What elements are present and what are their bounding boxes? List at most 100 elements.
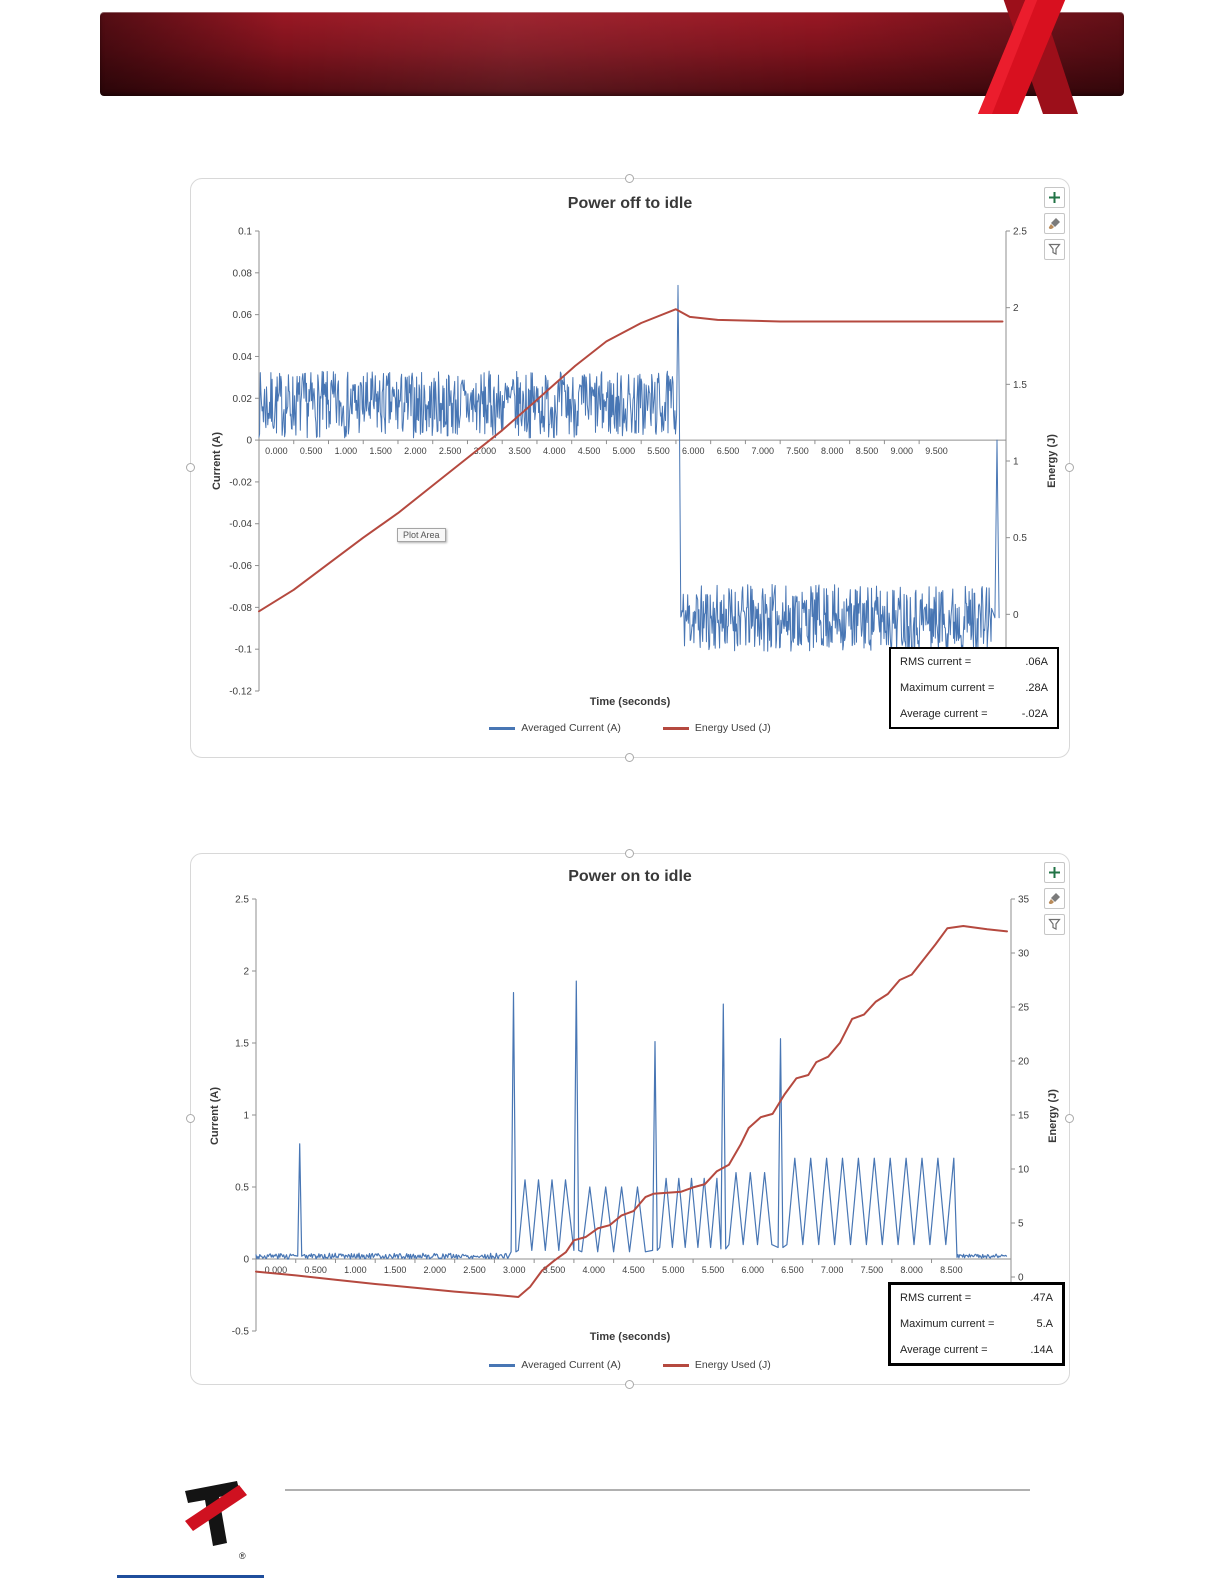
brush-icon	[1048, 893, 1060, 904]
svg-text:3.000: 3.000	[474, 446, 497, 456]
svg-text:6.500: 6.500	[781, 1265, 804, 1275]
chart-selection-handle[interactable]	[186, 1114, 195, 1123]
stat-label: RMS current =	[900, 656, 972, 668]
svg-text:7.500: 7.500	[861, 1265, 884, 1275]
svg-text:25: 25	[1018, 1003, 1030, 1014]
stat-label: Average current =	[900, 708, 988, 720]
svg-text:8.000: 8.000	[821, 446, 844, 456]
legend-line-swatch	[662, 726, 689, 730]
svg-text:4.500: 4.500	[622, 1265, 645, 1275]
chart-title: Power on to idle	[568, 868, 692, 885]
legend-line-swatch	[489, 726, 516, 730]
stat-value: .28A	[1025, 682, 1048, 694]
chart-elements-button[interactable]	[1044, 862, 1065, 883]
svg-text:9.000: 9.000	[891, 446, 914, 456]
right-axis-title: Energy (J)	[1047, 1089, 1059, 1143]
svg-text:0.04: 0.04	[233, 352, 253, 363]
legend-item-energy-used[interactable]: Energy Used (J)	[662, 722, 771, 734]
svg-text:9.500: 9.500	[925, 446, 948, 456]
svg-text:-0.06: -0.06	[229, 561, 252, 572]
svg-text:1.5: 1.5	[235, 1039, 249, 1050]
chart-legend: Averaged Current (A) Energy Used (J)	[191, 722, 1069, 734]
svg-text:20: 20	[1018, 1057, 1030, 1068]
legend-item-averaged-current[interactable]: Averaged Current (A)	[489, 722, 621, 734]
svg-text:6.000: 6.000	[682, 446, 705, 456]
chart-buttons	[1044, 187, 1065, 260]
header-banner	[100, 0, 1124, 114]
chart-selection-handle[interactable]	[625, 849, 634, 858]
chart-styles-button[interactable]	[1044, 888, 1065, 909]
chart-selection-handle[interactable]	[1065, 1114, 1074, 1123]
svg-text:0.5: 0.5	[1013, 533, 1027, 544]
chart-container-power-off-to-idle[interactable]: 0.1 0.08 0.06 0.04 0.02 0 -0.02 -0.04 -0.06 -0.08…	[186, 174, 1074, 762]
logo-red-stripe	[185, 1485, 247, 1531]
chart-selection-handle[interactable]	[625, 174, 634, 183]
svg-text:0.08: 0.08	[233, 268, 253, 279]
stats-box: RMS current = .06A Maximum current = .28…	[889, 647, 1059, 729]
chart-styles-button[interactable]	[1044, 213, 1065, 234]
chart-filters-button[interactable]	[1044, 239, 1065, 260]
stat-value: -.02A	[1021, 708, 1048, 720]
svg-text:-0.08: -0.08	[229, 603, 252, 614]
svg-text:0.06: 0.06	[233, 310, 253, 321]
stat-label: Maximum current =	[900, 682, 995, 694]
chart-filters-button[interactable]	[1044, 914, 1065, 935]
svg-text:0.5: 0.5	[235, 1183, 249, 1194]
power-on-chart-canvas[interactable]: 2.5 2 1.5 1 0.5 0 -0.5 35 30 25 20 15 10 5 0 0.000 0.500…	[191, 854, 1071, 1386]
svg-text:1.000: 1.000	[344, 1265, 367, 1275]
funnel-icon	[1048, 918, 1061, 930]
svg-text:7.000: 7.000	[752, 446, 775, 456]
svg-text:8.000: 8.000	[900, 1265, 923, 1275]
ribbon-band-highlight	[978, 0, 1038, 114]
svg-text:5.000: 5.000	[613, 446, 636, 456]
svg-text:7.500: 7.500	[786, 446, 809, 456]
brand-ribbon-graphic	[978, 0, 1078, 114]
svg-text:10: 10	[1018, 1165, 1030, 1176]
svg-text:1.500: 1.500	[384, 1265, 407, 1275]
chart-container-power-on-to-idle[interactable]: 2.5 2 1.5 1 0.5 0 -0.5 35 30 25 20 15 10 5 0 0.000 0.500…	[186, 849, 1074, 1389]
svg-text:2.000: 2.000	[424, 1265, 447, 1275]
chart-selection-handle[interactable]	[625, 753, 634, 762]
svg-text:4.000: 4.000	[582, 1265, 605, 1275]
svg-text:0: 0	[243, 1255, 249, 1266]
svg-text:4.000: 4.000	[543, 446, 566, 456]
svg-text:3.500: 3.500	[543, 1265, 566, 1275]
svg-text:7.000: 7.000	[821, 1265, 844, 1275]
stat-average-current: Average current = -.02A	[891, 701, 1057, 727]
svg-text:2: 2	[243, 967, 249, 978]
legend-label: Averaged Current (A)	[521, 1359, 621, 1371]
plus-icon	[1049, 192, 1060, 203]
legend-item-energy-used[interactable]: Energy Used (J)	[662, 1359, 771, 1371]
svg-text:1.000: 1.000	[335, 446, 358, 456]
svg-text:1: 1	[243, 1111, 249, 1122]
stat-value: .14A	[1030, 1344, 1053, 1356]
stat-rms-current: RMS current = .06A	[891, 649, 1057, 675]
stat-maximum-current: Maximum current = .28A	[891, 675, 1057, 701]
x-axis-title: Time (seconds)	[589, 1331, 671, 1343]
legend-label: Averaged Current (A)	[521, 722, 621, 734]
chart-selection-handle[interactable]	[625, 1380, 634, 1389]
footer-link-underline	[117, 1575, 264, 1578]
svg-text:0.000: 0.000	[265, 1265, 288, 1275]
chart-selection-handle[interactable]	[186, 463, 195, 472]
legend-item-averaged-current[interactable]: Averaged Current (A)	[489, 1359, 621, 1371]
svg-text:-0.12: -0.12	[229, 687, 252, 698]
stats-box: RMS current = .47A Maximum current = 5.A…	[888, 1282, 1065, 1366]
svg-text:5.500: 5.500	[647, 446, 670, 456]
plus-icon	[1049, 867, 1060, 878]
svg-text:8.500: 8.500	[940, 1265, 963, 1275]
power-off-chart-canvas[interactable]: 0.1 0.08 0.06 0.04 0.02 0 -0.02 -0.04 -0.06 -0.08…	[191, 179, 1071, 759]
svg-text:6.500: 6.500	[717, 446, 740, 456]
brush-icon	[1048, 218, 1060, 229]
chart-elements-button[interactable]	[1044, 187, 1065, 208]
plot-area-tooltip: Plot Area	[397, 528, 446, 542]
chart-selection-handle[interactable]	[1065, 463, 1074, 472]
svg-text:2.5: 2.5	[1013, 227, 1027, 238]
svg-text:1.500: 1.500	[369, 446, 392, 456]
svg-text:30: 30	[1018, 949, 1030, 960]
svg-text:0: 0	[246, 436, 252, 447]
svg-text:0.000: 0.000	[265, 446, 288, 456]
company-logo: ®	[185, 1481, 247, 1561]
svg-text:2.5: 2.5	[235, 895, 249, 906]
